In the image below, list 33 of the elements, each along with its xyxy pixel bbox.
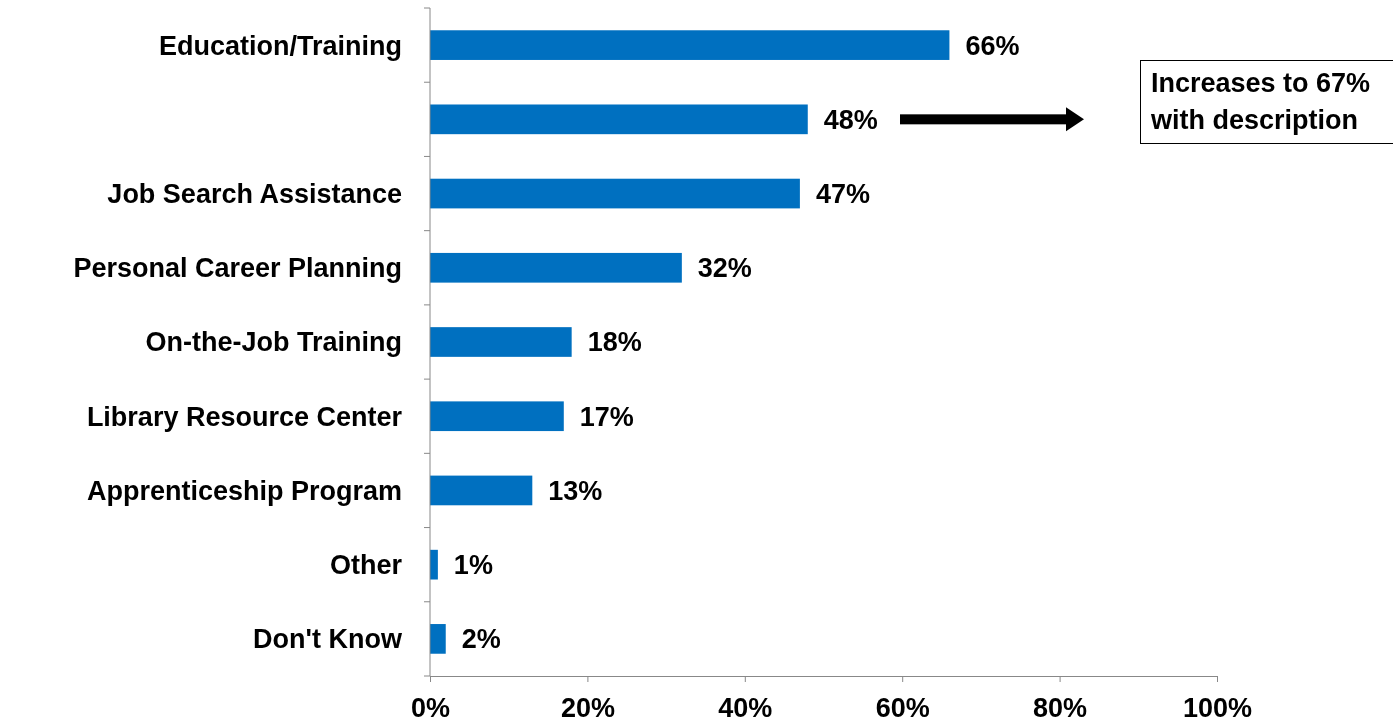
bar: [430, 30, 950, 60]
bar: [430, 401, 564, 432]
x-tick-label: 60%: [875, 693, 930, 724]
data-label: 13%: [548, 475, 603, 506]
bar: [430, 624, 446, 654]
bar: [430, 178, 800, 209]
y-tick-label: Other: [329, 550, 403, 581]
data-label: 18%: [587, 327, 642, 358]
data-label: 2%: [461, 624, 501, 655]
x-tick-label: 100%: [1182, 693, 1253, 724]
y-tick-label: Don't Know: [253, 624, 403, 655]
data-label: 66%: [965, 30, 1020, 61]
y-tick-label: Library Resource Center: [86, 401, 403, 432]
x-tick-label: 80%: [1033, 693, 1088, 724]
x-tick-label: 40%: [718, 693, 773, 724]
y-tick-label: Personal Career Planning: [73, 253, 402, 284]
y-tick-label: On-the-Job Training: [145, 327, 402, 358]
y-tick-label: Apprenticeship Program: [86, 475, 402, 506]
data-label: 1%: [453, 550, 493, 581]
bar: [430, 104, 808, 135]
data-label: 48%: [823, 104, 878, 135]
x-tick-label: 0%: [410, 693, 451, 724]
y-tick-label: Job Search Assistance: [107, 179, 402, 210]
data-label: 32%: [697, 253, 752, 284]
data-label: 17%: [579, 401, 634, 432]
bar: [430, 475, 533, 506]
bar: [430, 549, 438, 580]
bar: [430, 327, 572, 357]
data-label: 47%: [815, 179, 870, 210]
x-tick-label: 20%: [560, 693, 615, 724]
annotation: Increases to 67% with description: [1140, 60, 1393, 144]
bar: [430, 252, 682, 283]
y-tick-label: Education/Training: [158, 30, 402, 61]
